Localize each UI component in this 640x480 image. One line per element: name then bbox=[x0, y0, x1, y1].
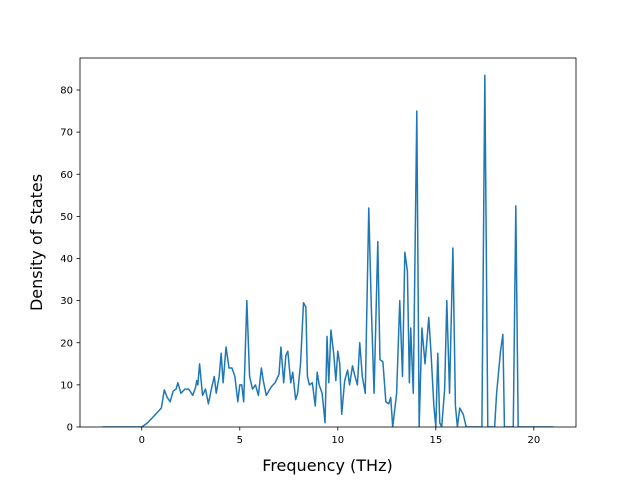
y-tick-label: 60 bbox=[60, 170, 73, 181]
x-tick-label: 10 bbox=[331, 435, 344, 446]
x-tick-label: 15 bbox=[429, 435, 442, 446]
x-axis-label: Frequency (THz) bbox=[262, 456, 392, 475]
y-tick-label: 50 bbox=[60, 212, 73, 223]
plot-frame bbox=[79, 57, 577, 428]
y-tick-label: 10 bbox=[60, 380, 73, 391]
x-tick-label: 0 bbox=[139, 435, 145, 446]
y-tick-label: 30 bbox=[60, 296, 73, 307]
y-tick-label: 80 bbox=[60, 86, 73, 97]
y-tick-label: 40 bbox=[60, 254, 73, 265]
y-axis-label: Density of States bbox=[27, 174, 46, 311]
x-tick-label: 5 bbox=[237, 435, 243, 446]
y-tick-label: 20 bbox=[60, 338, 73, 349]
y-tick-label: 70 bbox=[60, 128, 73, 139]
x-tick-label: 20 bbox=[527, 435, 540, 446]
y-tick-label: 0 bbox=[67, 423, 73, 434]
dos-line bbox=[102, 74, 554, 427]
